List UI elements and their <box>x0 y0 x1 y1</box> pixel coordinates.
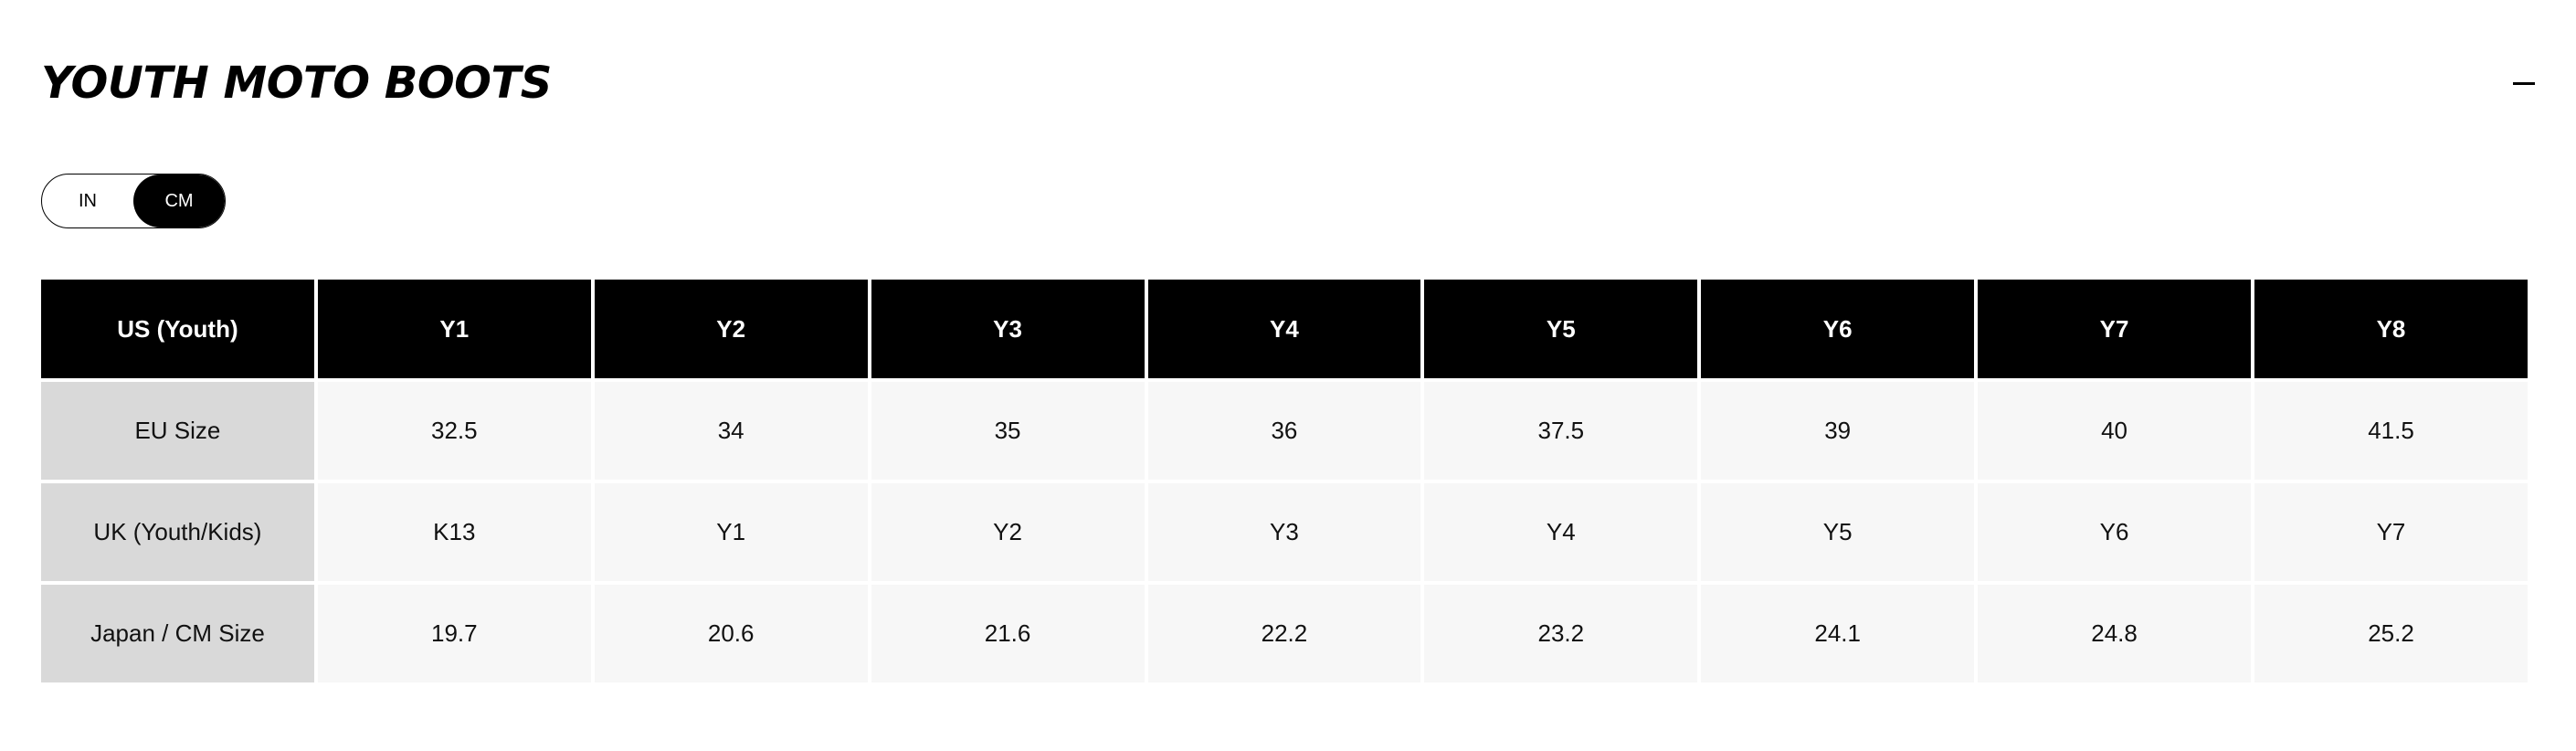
table-cell: 39 <box>1701 382 1975 480</box>
table-cell: 22.2 <box>1147 585 1421 682</box>
table-row: EU Size 32.5 34 35 36 37.5 39 40 41.5 <box>41 382 2528 480</box>
unit-option-in[interactable]: IN <box>79 190 97 211</box>
table-cell: 24.1 <box>1701 585 1975 682</box>
table-cell: 40 <box>1978 382 2251 480</box>
table-cell: Y4 <box>1424 483 1698 581</box>
table-cell: 34 <box>594 382 868 480</box>
minus-icon[interactable] <box>2513 82 2535 85</box>
table-cell: Y6 <box>1978 483 2251 581</box>
table-cell: 19.7 <box>317 585 591 682</box>
header-cell: Y2 <box>594 280 868 378</box>
table-cell: Y1 <box>594 483 868 581</box>
table-cell: 21.6 <box>871 585 1145 682</box>
unit-option-cm[interactable]: CM <box>133 175 225 227</box>
accordion-header[interactable]: YOUTH MOTO BOOTS <box>41 51 2535 115</box>
table-cell: K13 <box>317 483 591 581</box>
header-cell: Y7 <box>1978 280 2251 378</box>
table-cell: 36 <box>1147 382 1421 480</box>
header-cell: Y6 <box>1701 280 1975 378</box>
table-cell: 37.5 <box>1424 382 1698 480</box>
table-cell: Y7 <box>2254 483 2528 581</box>
table-cell: 25.2 <box>2254 585 2528 682</box>
row-label-cell: Japan / CM Size <box>41 585 314 682</box>
row-label-cell: UK (Youth/Kids) <box>41 483 314 581</box>
table-cell: 24.8 <box>1978 585 2251 682</box>
header-cell: Y4 <box>1147 280 1421 378</box>
header-cell: Y5 <box>1424 280 1698 378</box>
table-row: Japan / CM Size 19.7 20.6 21.6 22.2 23.2… <box>41 585 2528 682</box>
table-cell: 32.5 <box>317 382 591 480</box>
table-cell: Y5 <box>1701 483 1975 581</box>
header-cell: Y3 <box>871 280 1145 378</box>
table-cell: 20.6 <box>594 585 868 682</box>
header-cell: Y8 <box>2254 280 2528 378</box>
table-cell: 23.2 <box>1424 585 1698 682</box>
table-header-row: US (Youth) Y1 Y2 Y3 Y4 Y5 Y6 Y7 Y8 <box>41 280 2528 378</box>
size-chart-table: US (Youth) Y1 Y2 Y3 Y4 Y5 Y6 Y7 Y8 EU Si… <box>37 276 2531 686</box>
table-row: UK (Youth/Kids) K13 Y1 Y2 Y3 Y4 Y5 Y6 Y7 <box>41 483 2528 581</box>
unit-toggle[interactable]: IN CM <box>41 174 226 228</box>
table-cell: 41.5 <box>2254 382 2528 480</box>
table-cell: Y2 <box>871 483 1145 581</box>
table-cell: Y3 <box>1147 483 1421 581</box>
table-cell: 35 <box>871 382 1145 480</box>
header-cell: US (Youth) <box>41 280 314 378</box>
section-title: YOUTH MOTO BOOTS <box>41 58 552 109</box>
header-cell: Y1 <box>317 280 591 378</box>
row-label-cell: EU Size <box>41 382 314 480</box>
